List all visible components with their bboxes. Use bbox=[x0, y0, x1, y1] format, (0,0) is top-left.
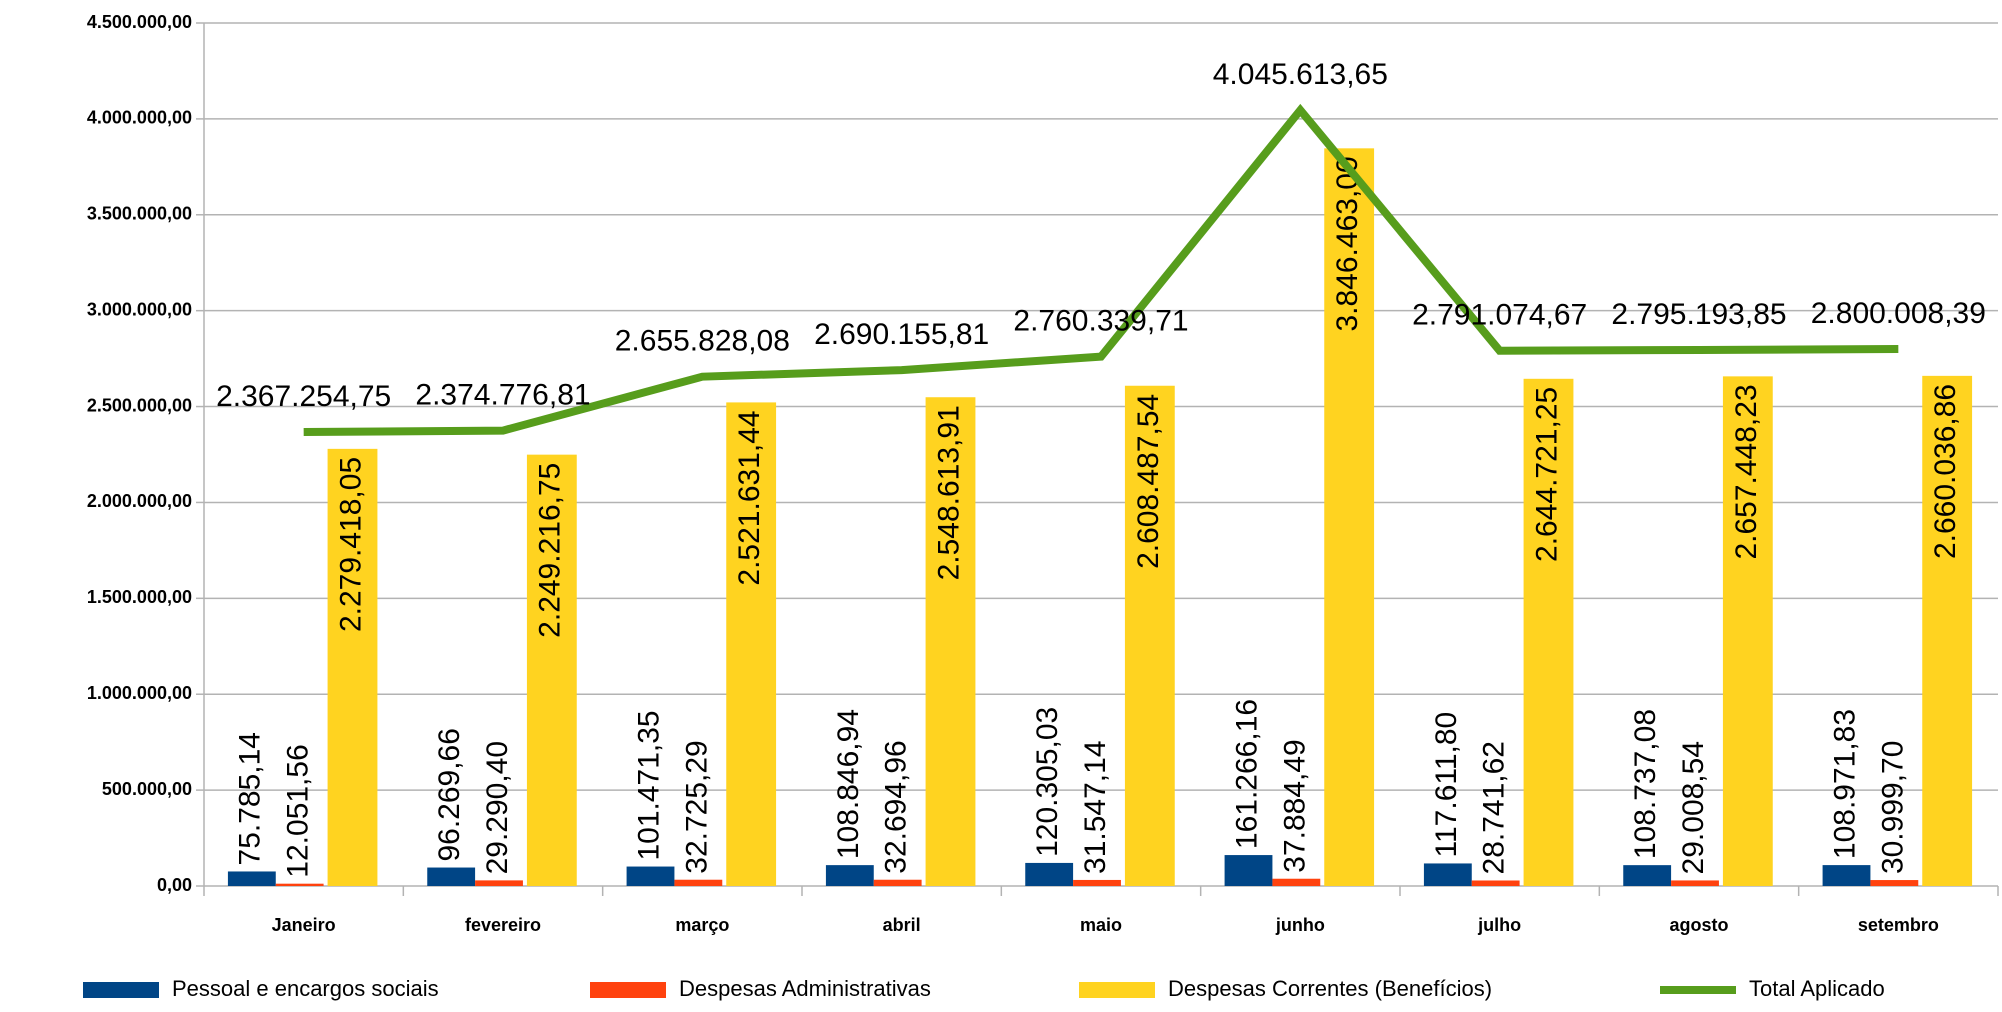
bar bbox=[1623, 865, 1672, 886]
data-label: 28.741,62 bbox=[1478, 741, 1511, 874]
legend-swatch bbox=[83, 982, 159, 998]
data-label: 2.655.828,08 bbox=[615, 325, 790, 358]
bar bbox=[475, 880, 523, 886]
data-label: 29.008,54 bbox=[1677, 741, 1710, 874]
data-label: 30.999,70 bbox=[1876, 741, 1909, 874]
data-label: 2.249.216,75 bbox=[534, 463, 567, 638]
data-label: 161.266,16 bbox=[1230, 699, 1263, 849]
data-label: 2.800.008,39 bbox=[1811, 297, 1986, 330]
bar bbox=[674, 879, 723, 886]
bar bbox=[1224, 855, 1273, 886]
data-label: 29.290,40 bbox=[481, 741, 514, 874]
bar bbox=[1471, 880, 1520, 886]
bar bbox=[1124, 385, 1175, 886]
bar bbox=[1423, 863, 1472, 886]
x-tick-label: Janeiro bbox=[272, 915, 336, 935]
legend-label: Pessoal e encargos sociais bbox=[172, 976, 439, 1001]
bar bbox=[1822, 865, 1871, 886]
bar bbox=[873, 879, 922, 886]
data-label: 2.791.074,67 bbox=[1412, 299, 1587, 332]
bar bbox=[1324, 148, 1375, 887]
y-tick-label: 1.000.000,00 bbox=[87, 683, 192, 703]
legend-swatch bbox=[590, 982, 666, 998]
data-label: 2.367.254,75 bbox=[216, 380, 391, 413]
bar bbox=[1272, 878, 1321, 886]
x-tick-label: março bbox=[675, 915, 729, 935]
bar bbox=[327, 448, 378, 886]
legend-label: Despesas Administrativas bbox=[679, 976, 931, 1001]
bar bbox=[1722, 376, 1773, 886]
x-tick-label: fevereiro bbox=[465, 915, 541, 935]
data-label: 96.269,66 bbox=[433, 728, 466, 861]
y-tick-label: 0,00 bbox=[157, 875, 192, 895]
bar bbox=[526, 454, 577, 886]
data-label: 4.045.613,65 bbox=[1213, 58, 1388, 91]
data-label: 37.884,49 bbox=[1278, 739, 1311, 872]
bar bbox=[1025, 862, 1074, 886]
data-label: 31.547,14 bbox=[1079, 740, 1112, 873]
x-tick-label: junho bbox=[1275, 915, 1325, 935]
data-label: 2.760.339,71 bbox=[1013, 305, 1188, 338]
bar bbox=[275, 883, 324, 886]
legend-label: Despesas Correntes (Benefícios) bbox=[1168, 976, 1492, 1001]
bar bbox=[1671, 880, 1719, 886]
legend-label: Total Aplicado bbox=[1749, 976, 1885, 1001]
bar bbox=[726, 402, 777, 886]
data-label: 2.644.721,25 bbox=[1530, 387, 1563, 562]
data-label: 2.657.448,23 bbox=[1730, 384, 1763, 559]
y-tick-label: 4.000.000,00 bbox=[87, 108, 192, 128]
x-tick-label: julho bbox=[1477, 915, 1521, 935]
data-label: 2.374.776,81 bbox=[415, 378, 590, 411]
data-label: 32.694,96 bbox=[880, 740, 913, 873]
data-label: 32.725,29 bbox=[680, 740, 713, 873]
y-tick-label: 3.000.000,00 bbox=[87, 299, 192, 319]
bar bbox=[1870, 880, 1919, 886]
data-label: 108.971,83 bbox=[1828, 709, 1861, 859]
data-label: 120.305,03 bbox=[1031, 707, 1064, 857]
bar bbox=[227, 871, 276, 886]
data-label: 2.690.155,81 bbox=[814, 318, 989, 351]
y-tick-label: 2.000.000,00 bbox=[87, 491, 192, 511]
y-tick-label: 500.000,00 bbox=[102, 779, 192, 799]
data-label: 12.051,56 bbox=[282, 744, 315, 877]
legend-swatch bbox=[1079, 982, 1155, 998]
x-tick-label: agosto bbox=[1669, 915, 1728, 935]
data-label: 75.785,14 bbox=[234, 732, 267, 865]
data-label: 2.795.193,85 bbox=[1611, 298, 1786, 331]
bar bbox=[925, 397, 976, 886]
data-label: 101.471,35 bbox=[632, 710, 665, 860]
y-tick-label: 3.500.000,00 bbox=[87, 204, 192, 224]
data-label: 2.548.613,91 bbox=[932, 405, 965, 580]
y-tick-label: 4.500.000,00 bbox=[87, 12, 192, 32]
bar bbox=[825, 865, 874, 886]
y-tick-label: 1.500.000,00 bbox=[87, 587, 192, 607]
bar bbox=[1523, 378, 1574, 886]
data-label: 108.737,08 bbox=[1629, 709, 1662, 859]
x-tick-label: abril bbox=[883, 915, 921, 935]
data-label: 2.279.418,05 bbox=[334, 457, 367, 632]
bar bbox=[427, 867, 476, 886]
bar bbox=[626, 866, 675, 886]
bar bbox=[1073, 879, 1121, 886]
data-label: 117.611,80 bbox=[1430, 712, 1463, 858]
data-label: 2.660.036,86 bbox=[1929, 384, 1962, 559]
data-label: 2.521.631,44 bbox=[733, 410, 766, 585]
line bbox=[303, 103, 1899, 437]
bar bbox=[1922, 375, 1973, 886]
x-tick-label: maio bbox=[1080, 915, 1122, 935]
y-tick-label: 2.500.000,00 bbox=[87, 395, 192, 415]
x-tick-label: setembro bbox=[1858, 915, 1939, 935]
data-label: 2.608.487,54 bbox=[1132, 394, 1165, 569]
data-label: 108.846,94 bbox=[832, 709, 865, 859]
